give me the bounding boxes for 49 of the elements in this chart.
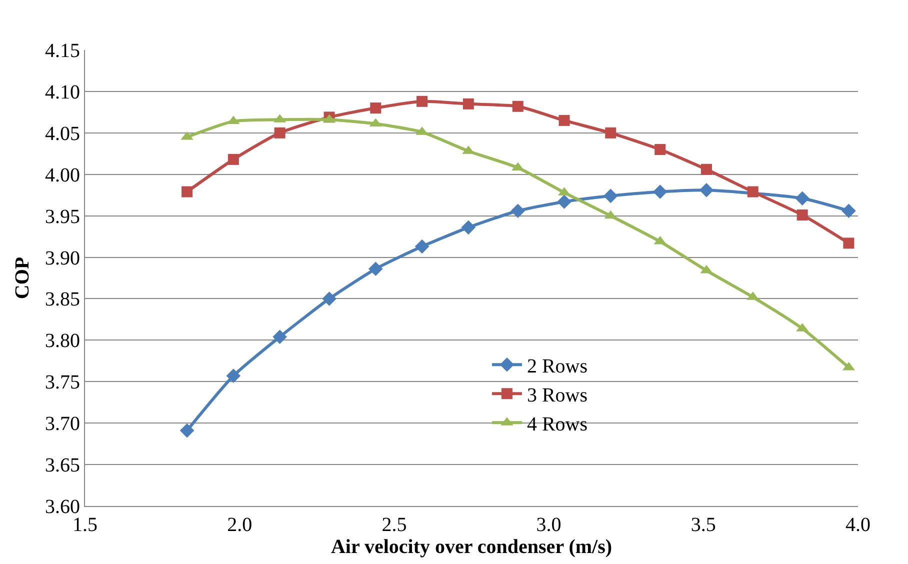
x-tick-label: 2.0: [227, 514, 252, 536]
point: [699, 182, 714, 198]
point: [272, 330, 287, 344]
point: [274, 127, 286, 138]
point: [796, 209, 808, 220]
y-tick-label: 4.10: [45, 81, 80, 104]
legend-label: 2 Rows: [526, 355, 588, 378]
y-tick-label: 4.05: [45, 122, 80, 145]
legend-label: 4 Rows: [526, 413, 588, 436]
x-axis-title: Air velocity over condenser (m/s): [330, 536, 612, 558]
point: [842, 204, 856, 218]
point: [180, 423, 194, 438]
y-tick-label: 3.85: [45, 288, 80, 311]
point: [510, 204, 526, 218]
x-tick-label: 4.0: [846, 514, 870, 536]
point: [182, 186, 193, 198]
point: [795, 191, 810, 206]
y-tick-label: 3.80: [45, 330, 80, 352]
point: [226, 368, 241, 383]
y-tick-label: 3.75: [45, 372, 80, 394]
point: [558, 114, 570, 126]
point: [322, 292, 336, 306]
x-tick-label: 2.5: [382, 514, 407, 536]
point: [652, 184, 668, 199]
y-tick-label: 3.70: [45, 413, 80, 436]
point: [368, 262, 383, 276]
legend-label: 3 Rows: [526, 384, 588, 406]
point: [228, 154, 239, 165]
point: [700, 164, 712, 175]
point: [462, 98, 474, 110]
y-tick-label: 4.00: [45, 164, 80, 186]
y-tick-label: 4.15: [45, 40, 80, 62]
point: [747, 186, 758, 198]
point: [557, 194, 572, 209]
y-axis-title: COP: [12, 256, 34, 300]
point: [605, 127, 616, 138]
point: [654, 144, 666, 155]
x-tick-label: 3.0: [536, 514, 562, 536]
point: [843, 238, 854, 249]
point: [416, 96, 428, 107]
point: [512, 100, 524, 112]
y-tick-label: 3.65: [45, 454, 80, 477]
y-tick-label: 3.95: [45, 206, 80, 228]
point: [461, 220, 476, 235]
x-tick-label: 3.5: [690, 514, 716, 536]
y-tick-label: 3.90: [45, 247, 80, 270]
point: [370, 102, 382, 114]
point: [603, 188, 618, 204]
point: [414, 239, 430, 254]
